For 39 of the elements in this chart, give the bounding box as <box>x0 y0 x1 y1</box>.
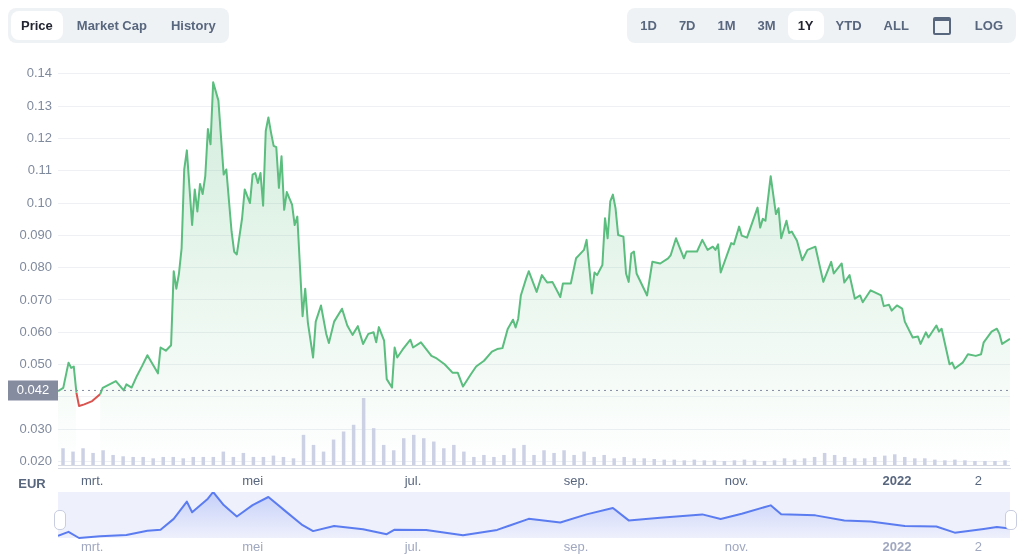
y-tick-label: 0.13 <box>26 97 52 113</box>
text: Market Cap <box>75 17 148 35</box>
y-tick-label: 0.030 <box>19 420 52 436</box>
text: History <box>169 17 217 35</box>
x-tick-label: sep. <box>563 473 589 489</box>
x-tick-label: 2022 <box>882 539 912 554</box>
y-tick-label: 0.070 <box>19 291 52 307</box>
text: YTD <box>834 17 863 35</box>
x-tick-label: nov. <box>724 539 749 554</box>
x-tick-label: mei <box>242 473 264 489</box>
x-tick-label: 2022 <box>882 473 912 489</box>
y-axis-title: EUR <box>18 475 47 491</box>
x-tick-label: nov. <box>724 473 749 489</box>
x-tick-label: mrt. <box>80 473 104 489</box>
text: ALL <box>882 17 910 35</box>
x-tick-label: jul. <box>403 473 422 489</box>
x-tick-label: 2 <box>974 539 983 554</box>
y-tick-label: 0.11 <box>27 162 52 178</box>
y-tick-label: 0.060 <box>19 323 52 339</box>
x-tick-label: sep. <box>563 539 589 554</box>
ref-line-label: 0.042 <box>16 382 50 398</box>
y-tick-label: 0.090 <box>19 226 52 242</box>
x-tick-label: mei <box>242 539 264 554</box>
text: 1D <box>639 17 658 35</box>
text: LOG <box>973 17 1004 35</box>
text: 1M <box>716 17 737 35</box>
text: 3M <box>756 17 777 35</box>
x-tick-label: mrt. <box>80 539 104 554</box>
y-tick-label: 0.14 <box>26 65 52 81</box>
y-tick-label: 0.080 <box>19 259 52 275</box>
text: 1Y <box>787 11 824 40</box>
text: Price <box>11 11 63 40</box>
y-tick-label: 0.12 <box>26 130 52 145</box>
x-tick-label: jul. <box>403 539 422 554</box>
y-tick-label: 0.020 <box>19 453 52 469</box>
y-tick-label: 0.050 <box>19 356 52 372</box>
y-tick-label: 0.10 <box>26 194 52 210</box>
text: 7D <box>677 17 697 35</box>
x-tick-label: 2 <box>974 473 983 489</box>
